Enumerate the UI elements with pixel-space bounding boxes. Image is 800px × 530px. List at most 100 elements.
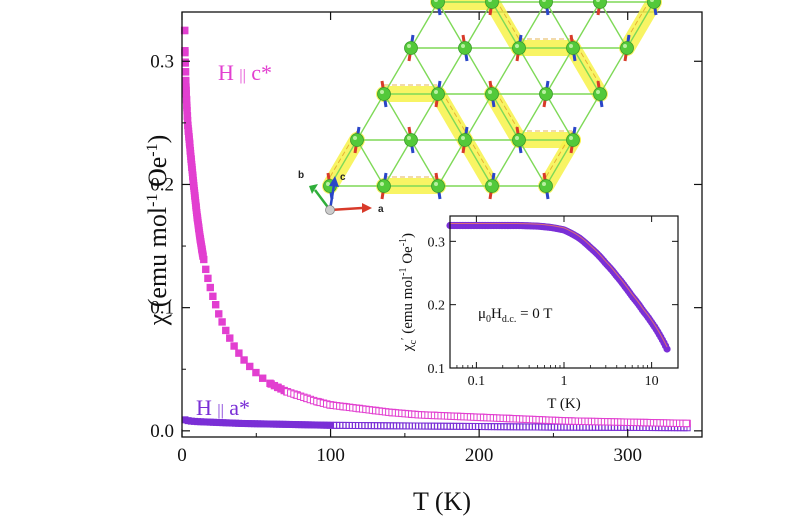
main-ticks: 0 100 200 300 0.0 0.1 0.2 0.3 [150, 12, 702, 466]
lattice-atom [431, 87, 445, 101]
data-point-c [235, 349, 243, 357]
data-point-c [682, 419, 690, 428]
series-label-c: H || c* [218, 60, 272, 85]
main-y-axis-title: χ (emu mol-1 Oe-1) [143, 135, 172, 327]
data-point-c [246, 362, 254, 371]
lattice-atom [350, 133, 364, 147]
inset-x-tick-label: 0.1 [468, 374, 486, 389]
crystal-axes-glyph: a b c [298, 170, 384, 215]
a-axis-arrow [329, 206, 363, 212]
inset-data-point [663, 345, 671, 353]
atom-highlight [434, 182, 438, 186]
main-x-tick-label: 100 [316, 445, 345, 466]
lattice-atom [404, 41, 418, 55]
data-point-c [215, 310, 223, 318]
data-point-c [222, 326, 230, 335]
atom-highlight [380, 182, 384, 186]
inset-background [450, 216, 678, 368]
lattice-atom [512, 133, 526, 147]
series-label-a-pre: H [196, 395, 217, 420]
main-y-tick-label: 0.2 [150, 174, 174, 195]
inset-y-axis-title: χc′ (emu mol-1 Oe-1) [398, 233, 419, 352]
axes-origin [325, 205, 335, 215]
a-axis-letter: a [378, 204, 384, 215]
atom-highlight [569, 44, 573, 48]
lattice-atom [377, 87, 391, 101]
lattice-atom [566, 41, 580, 55]
data-point-c [181, 48, 189, 57]
inset-y-tick-label: 0.2 [428, 299, 446, 314]
atom-highlight [434, 0, 438, 2]
atom-highlight [461, 44, 465, 48]
inset-y-tick-label: 0.1 [428, 362, 446, 377]
atom-highlight [542, 0, 546, 2]
inset-y-title-main: χ [400, 344, 416, 352]
data-point-c [230, 342, 238, 350]
annot-mu: μ [478, 306, 486, 322]
inset-y-title-sub: c [408, 339, 419, 344]
atom-highlight [407, 136, 411, 140]
inset-y-title-prime: ′ [399, 338, 411, 340]
atom-highlight [623, 44, 627, 48]
inset-y-title-open: (emu mol [400, 276, 416, 338]
main-plot-frame [181, 11, 703, 438]
atom-highlight [542, 182, 546, 186]
main-data-points [180, 26, 691, 432]
lattice-atom [404, 133, 418, 147]
inset-chart: 0.1 1 100.10.20.3 T (K) χc′ (emu mol-1 Oe-… [398, 215, 679, 412]
data-point-c [218, 318, 226, 326]
main-y-title-sup2: -1 [144, 143, 161, 156]
inset-overlay-trace [450, 223, 668, 348]
lattice-atoms [323, 0, 661, 200]
atom-highlight [515, 44, 519, 48]
lattice-atom [647, 0, 661, 9]
data-point-c [199, 252, 207, 261]
main-x-axis-title: T (K) [413, 487, 471, 516]
atom-highlight [353, 136, 357, 140]
inset-y-title-end: ) [400, 233, 416, 238]
data-point-c [209, 292, 217, 300]
lattice-atom [485, 87, 499, 101]
crystal-lattice-illustration [322, 0, 662, 200]
b-axis-letter: b [298, 170, 304, 181]
c-axis-arrowhead [329, 176, 339, 187]
main-x-tick-label: 200 [465, 445, 494, 466]
main-x-tick-label: 300 [613, 445, 642, 466]
main-y-tick-label: 0.0 [150, 421, 174, 442]
main-y-title-main: χ (emu mol [143, 207, 172, 326]
lattice-atom [512, 41, 526, 55]
main-x-tick-label: 0 [177, 445, 187, 466]
atom-highlight [380, 90, 384, 94]
data-point-c [204, 274, 212, 283]
lattice-line [410, 47, 493, 187]
atom-highlight [326, 182, 330, 186]
lattice-atom [593, 0, 607, 9]
atom-highlight [407, 44, 411, 48]
inset-y-tick-label: 0.3 [428, 235, 446, 250]
series-label-a-par: || [217, 402, 223, 419]
lattice-atom [620, 41, 634, 55]
data-point-c [202, 265, 210, 274]
atom-highlight [488, 0, 492, 2]
annot-H: H [491, 306, 502, 322]
annot-zero: 0 [486, 314, 491, 325]
data-point-c [252, 368, 260, 377]
data-point-c [211, 301, 220, 309]
lattice-atom [539, 87, 553, 101]
series-label-c-pre: H [218, 60, 239, 85]
atom-highlight [569, 136, 573, 140]
lattice-atom [431, 0, 445, 9]
main-y-title-sup1: -1 [144, 194, 161, 207]
atom-highlight [515, 136, 519, 140]
lattice-atom [458, 133, 472, 147]
lattice-atom [377, 179, 391, 193]
data-point-c [206, 283, 214, 292]
annot-dc: d.c. [502, 314, 516, 325]
atom-highlight [542, 90, 546, 94]
main-y-tick-label: 0.3 [150, 51, 174, 72]
atom-highlight [596, 0, 600, 2]
inset-data-curve [446, 221, 671, 353]
lattice-line [491, 1, 574, 141]
